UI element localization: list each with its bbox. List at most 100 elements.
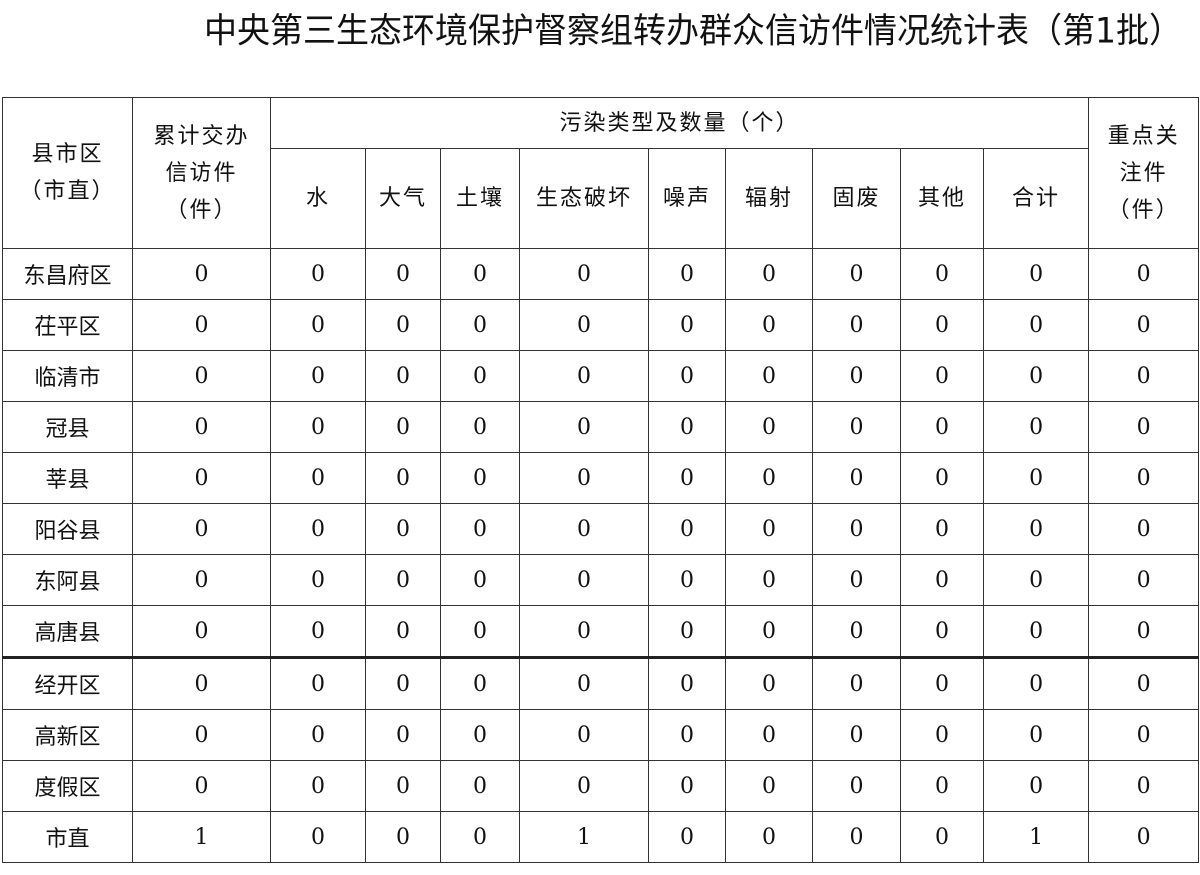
value-cell: 0: [365, 605, 441, 658]
value-cell: 0: [812, 452, 901, 504]
value-cell: 0: [440, 709, 520, 761]
value-cell: 0: [725, 248, 813, 300]
value-cell: 0: [365, 401, 441, 453]
value-cell: 0: [132, 656, 271, 710]
value-cell: 0: [519, 452, 649, 504]
region-cell: 经开区: [2, 656, 133, 710]
value-cell: 0: [812, 656, 901, 710]
value-cell: 0: [812, 299, 901, 351]
value-cell: 0: [725, 452, 813, 504]
region-cell: 茌平区: [2, 299, 133, 351]
value-cell: 0: [900, 811, 984, 863]
header-type: 其他: [900, 148, 984, 249]
header-key-line2: 注件: [1119, 160, 1168, 186]
value-cell: 0: [982, 452, 1090, 504]
header-key-focus: 重点关 注件 （件）: [1088, 97, 1200, 249]
value-cell: 0: [982, 554, 1090, 606]
value-cell: 0: [812, 350, 901, 402]
header-type: 固废: [812, 148, 901, 249]
value-cell: 0: [982, 350, 1090, 402]
value-cell: 0: [270, 452, 366, 504]
value-cell: 0: [1088, 503, 1200, 555]
table-row: 莘县 0 0 0 0 0 0 0 0 0 0 0: [2, 452, 1200, 504]
table-row: 市直 1 0 0 0 1 0 0 0 0 1 0: [2, 811, 1200, 863]
value-cell: 0: [365, 554, 441, 606]
value-cell: 0: [365, 760, 441, 812]
value-cell: 0: [132, 452, 271, 504]
value-cell: 0: [648, 760, 726, 812]
value-cell: 0: [648, 656, 726, 710]
value-cell: 0: [270, 605, 366, 658]
value-cell: 0: [982, 656, 1090, 710]
value-cell: 0: [365, 811, 441, 863]
value-cell: 0: [519, 605, 649, 658]
value-cell: 0: [519, 248, 649, 300]
value-cell: 0: [270, 760, 366, 812]
value-cell: 0: [1088, 656, 1200, 710]
region-cell: 冠县: [2, 401, 133, 453]
value-cell: 0: [725, 503, 813, 555]
value-cell: 0: [812, 503, 901, 555]
value-cell: 0: [1088, 760, 1200, 812]
value-cell: 0: [725, 760, 813, 812]
value-cell: 1: [519, 811, 649, 863]
table-row: 度假区 0 0 0 0 0 0 0 0 0 0 0: [2, 760, 1200, 812]
region-cell: 东昌府区: [2, 248, 133, 300]
value-cell: 0: [648, 248, 726, 300]
value-cell: 0: [1088, 554, 1200, 606]
value-cell: 0: [900, 503, 984, 555]
value-cell: 0: [648, 299, 726, 351]
value-cell: 0: [725, 605, 813, 658]
value-cell: 0: [812, 401, 901, 453]
header-type: 土壤: [440, 148, 520, 249]
table-row: 临清市 0 0 0 0 0 0 0 0 0 0 0: [2, 350, 1200, 402]
value-cell: 0: [812, 248, 901, 300]
region-cell: 莘县: [2, 452, 133, 504]
value-cell: 0: [812, 709, 901, 761]
value-cell: 0: [648, 554, 726, 606]
value-cell: 0: [132, 248, 271, 300]
value-cell: 0: [900, 656, 984, 710]
value-cell: 0: [725, 299, 813, 351]
value-cell: 0: [900, 709, 984, 761]
header-cumulative-line2: 信访件: [165, 160, 238, 186]
table-row: 高唐县 0 0 0 0 0 0 0 0 0 0 0: [2, 605, 1200, 658]
header-type: 辐射: [725, 148, 813, 249]
value-cell: 0: [648, 709, 726, 761]
value-cell: 0: [982, 760, 1090, 812]
value-cell: 0: [132, 554, 271, 606]
value-cell: 0: [132, 605, 271, 658]
value-cell: 0: [519, 299, 649, 351]
header-type: 大气: [365, 148, 441, 249]
value-cell: 0: [725, 811, 813, 863]
value-cell: 0: [725, 709, 813, 761]
value-cell: 0: [519, 656, 649, 710]
value-cell: 0: [900, 350, 984, 402]
value-cell: 0: [440, 350, 520, 402]
value-cell: 0: [1088, 709, 1200, 761]
value-cell: 0: [132, 503, 271, 555]
value-cell: 0: [812, 605, 901, 658]
table-row: 高新区 0 0 0 0 0 0 0 0 0 0 0: [2, 709, 1200, 761]
value-cell: 0: [440, 299, 520, 351]
value-cell: 0: [365, 350, 441, 402]
value-cell: 0: [900, 554, 984, 606]
value-cell: 0: [270, 554, 366, 606]
header-cumulative-line1: 累计交办: [153, 123, 250, 149]
value-cell: 0: [270, 401, 366, 453]
value-cell: 0: [900, 605, 984, 658]
value-cell: 0: [440, 605, 520, 658]
value-cell: 0: [1088, 350, 1200, 402]
value-cell: 0: [900, 299, 984, 351]
value-cell: 0: [982, 709, 1090, 761]
value-cell: 0: [648, 605, 726, 658]
table-row: 东昌府区 0 0 0 0 0 0 0 0 0 0 0: [2, 248, 1200, 300]
value-cell: 0: [982, 605, 1090, 658]
header-type: 水: [270, 148, 366, 249]
value-cell: 0: [365, 503, 441, 555]
header-pollution-group: 污染类型及数量（个）: [269, 97, 1090, 149]
table-row: 茌平区 0 0 0 0 0 0 0 0 0 0 0: [2, 299, 1200, 351]
header-type: 生态破坏: [519, 148, 649, 249]
page-title: 中央第三生态环境保护督察组转办群众信访件情况统计表（第1批）: [204, 10, 1182, 52]
statistics-table: 县市区（市直） 累计交办 信访件 （件） 污染类型及数量（个） 重点关 注件 （件） 水…: [2, 97, 1200, 863]
